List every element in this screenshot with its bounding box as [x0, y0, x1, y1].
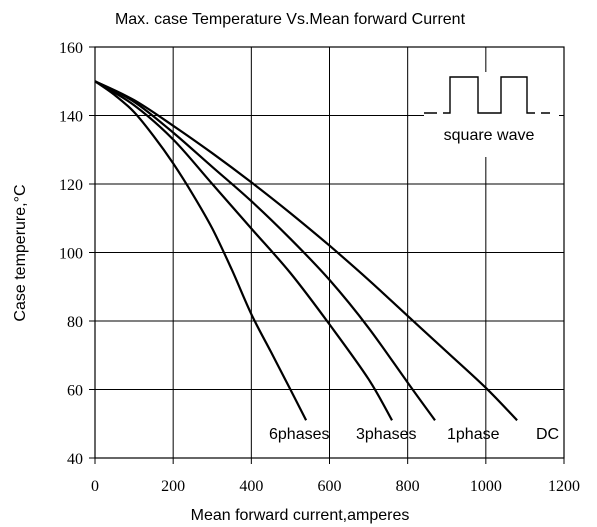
- y-tick-label: 40: [67, 451, 83, 468]
- square-wave-label: square wave: [444, 127, 535, 144]
- series-label-1phase: 1phase: [447, 426, 500, 443]
- square-wave-inset-bg: [424, 72, 559, 157]
- square-wave-icon: [424, 76, 550, 114]
- x-tick-label: 600: [318, 478, 342, 495]
- series-labels: 6phases 3phases 1phase DC: [269, 426, 559, 443]
- y-tick-label: 160: [59, 40, 83, 57]
- x-tick-label: 1200: [548, 478, 580, 495]
- y-tick-label: 60: [67, 383, 83, 400]
- x-axis-ticks: 0 200 400 600 800 1000 1200: [91, 458, 580, 495]
- x-tick-label: 400: [239, 478, 263, 495]
- square-wave-inset: square wave: [424, 72, 559, 157]
- series-label-dc: DC: [536, 426, 559, 443]
- x-tick-label: 0: [91, 478, 99, 495]
- series-line-3phases: [94, 80, 393, 421]
- y-tick-label: 120: [59, 177, 83, 194]
- y-axis-label: Case temperure,°C: [12, 184, 29, 321]
- x-axis-label: Mean forward current,amperes: [191, 507, 410, 524]
- x-tick-label: 800: [396, 478, 420, 495]
- series-line-6phases: [94, 80, 308, 421]
- series-label-3phases: 3phases: [356, 426, 417, 443]
- chart-title: Max. case Temperature Vs.Mean forward Cu…: [115, 11, 466, 28]
- series-group: [94, 80, 518, 422]
- series-line-1phase: [94, 80, 436, 421]
- series-line-dc: [94, 80, 518, 422]
- y-tick-label: 140: [59, 109, 83, 126]
- y-tick-label: 80: [67, 314, 83, 331]
- x-tick-label: 200: [161, 478, 185, 495]
- y-tick-label: 100: [59, 246, 83, 263]
- y-axis-ticks: 40 60 80 100 120 140 160: [59, 40, 95, 468]
- x-tick-label: 1000: [470, 478, 502, 495]
- series-label-6phases: 6phases: [269, 426, 330, 443]
